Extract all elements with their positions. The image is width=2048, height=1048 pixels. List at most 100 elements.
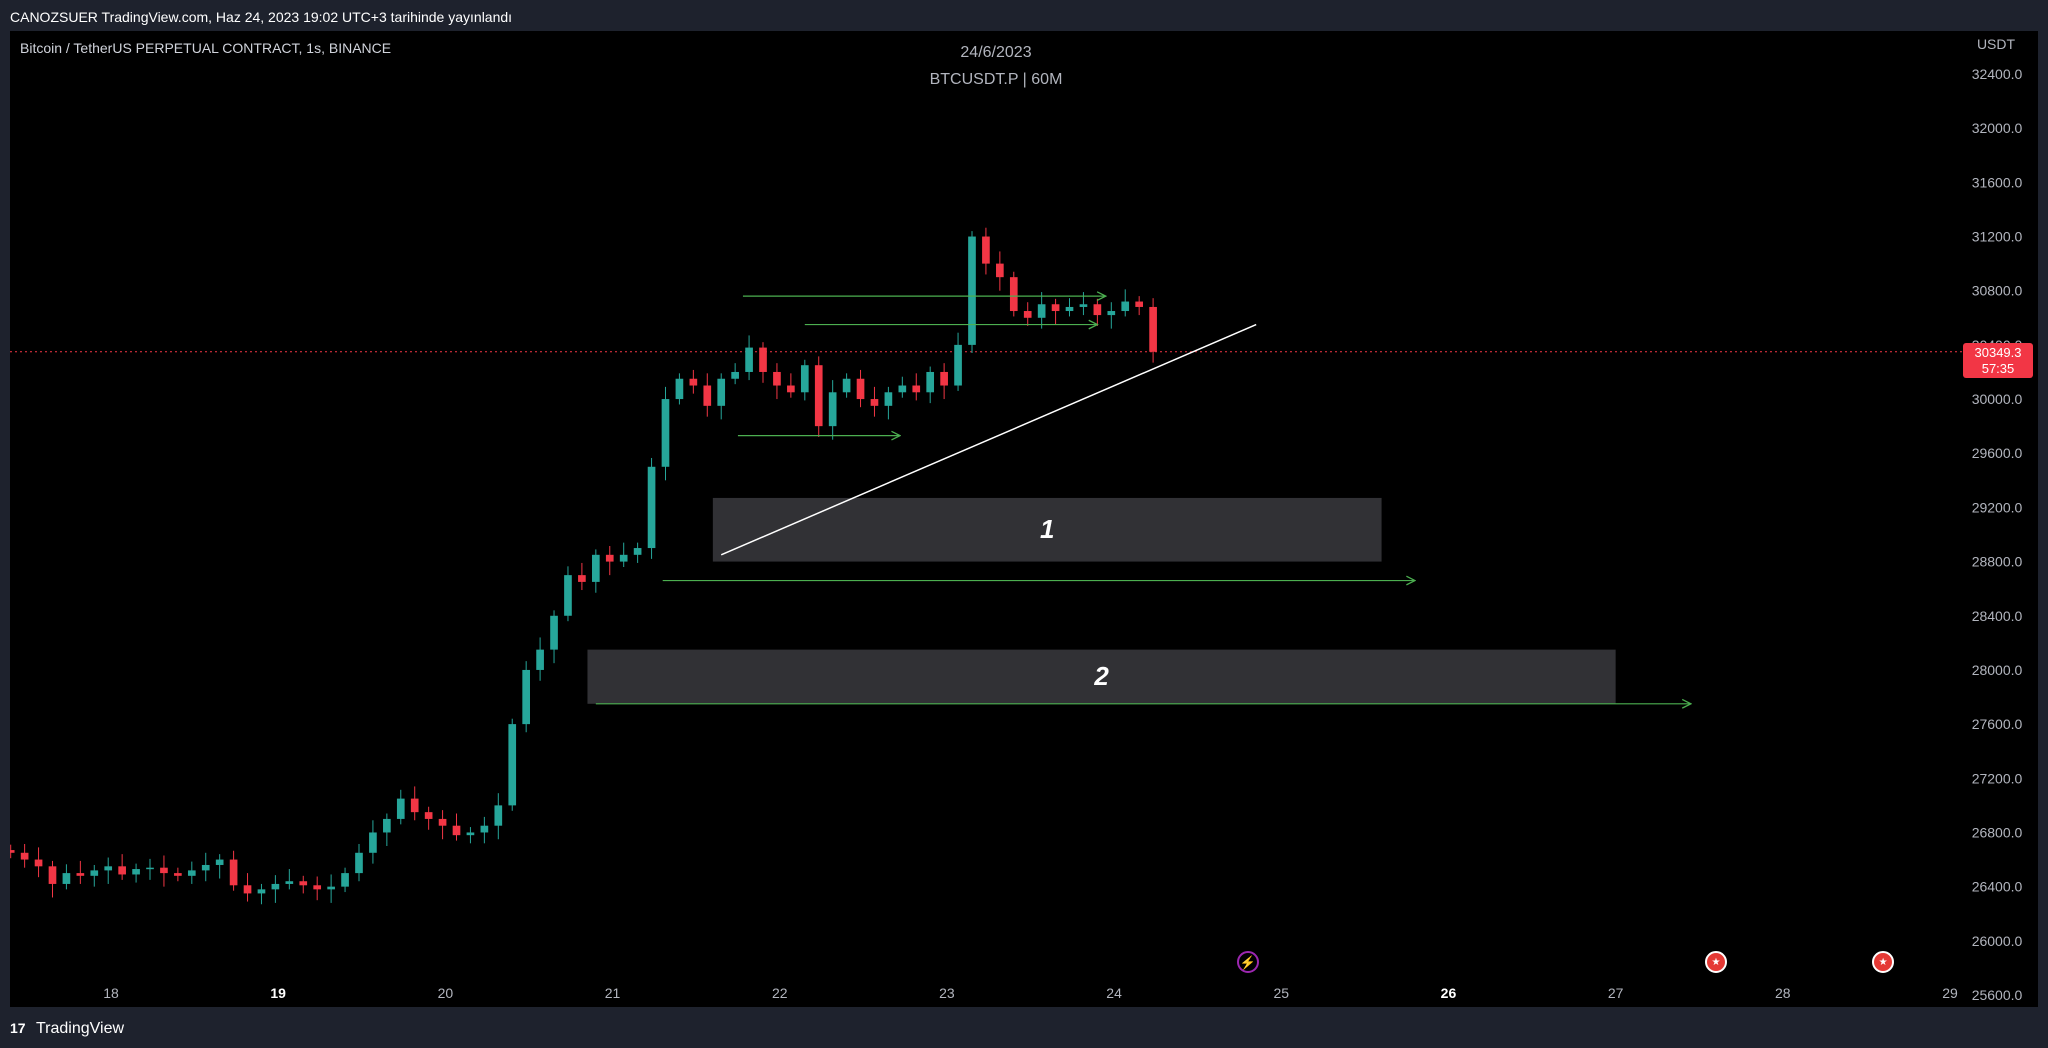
candle-body (1023, 311, 1032, 318)
candle (396, 789, 405, 825)
candle (410, 786, 419, 821)
y-tick-label: 32000.0 (1972, 120, 2023, 136)
candle (201, 852, 210, 882)
candle-body (118, 866, 126, 875)
candle (508, 718, 517, 811)
candle (717, 373, 726, 420)
candle-body (522, 669, 530, 725)
candle-body (703, 385, 712, 406)
candle (884, 386, 893, 420)
candle (633, 542, 642, 563)
candle-body (76, 873, 85, 876)
symbol-label[interactable]: Bitcoin / TetherUS PERPETUAL CONTRACT, 1… (20, 40, 392, 56)
candle-body (633, 548, 642, 555)
candle-body (689, 378, 698, 386)
candle-body (299, 881, 308, 886)
candle-body (48, 866, 57, 884)
candle-body (174, 873, 182, 876)
candle-body (661, 399, 670, 467)
zone-rect-2 (587, 649, 1616, 704)
current-price-value: 30349.3 (1974, 344, 2022, 360)
candle-body (271, 883, 280, 890)
candle (689, 369, 698, 394)
candle-body (508, 724, 517, 806)
candle-body (466, 832, 475, 836)
candle-body (536, 649, 544, 670)
us-flag-icon[interactable]: ★ (1872, 951, 1895, 973)
candle-body (369, 832, 377, 853)
zone-rect-1 (712, 497, 1382, 562)
candle (299, 875, 308, 894)
x-tick-label: 21 (605, 985, 621, 1001)
candle-body (20, 852, 29, 860)
candle (773, 363, 781, 400)
candle (647, 457, 656, 559)
candle (1135, 296, 1143, 316)
candle (1037, 292, 1046, 329)
candle-body (926, 371, 935, 393)
current-price-tag: 30349.3 57:35 (1963, 342, 2033, 378)
candle (90, 864, 99, 887)
candle-body (1051, 304, 1060, 312)
tradingview-logo-icon[interactable]: 17 (10, 1020, 26, 1036)
candle (578, 562, 586, 591)
y-tick-label: 26800.0 (1972, 824, 2023, 840)
candle (800, 359, 809, 401)
candle (313, 876, 322, 901)
y-tick-label: 30800.0 (1972, 283, 2023, 299)
bolt-icon[interactable]: ⚡ (1236, 951, 1259, 973)
candle-body (996, 263, 1004, 278)
candle-body (717, 378, 726, 406)
candle-body (132, 869, 140, 875)
publish-text: CANOZSUER TradingView.com, Haz 24, 2023 … (10, 9, 513, 25)
candle-body (201, 864, 210, 871)
candle (146, 858, 154, 880)
us-flag-icon[interactable]: ★ (1704, 951, 1727, 973)
candle-body (578, 575, 586, 582)
candle (132, 863, 140, 883)
x-tick-label: 28 (1775, 985, 1791, 1001)
y-tick-label: 27600.0 (1972, 716, 2023, 732)
trendline (720, 323, 1257, 556)
y-tick-label: 30000.0 (1972, 391, 2023, 407)
tradingview-logo-text[interactable]: TradingView (36, 1020, 125, 1037)
zone-label-1: 1 (1039, 513, 1055, 544)
candle-body (1065, 306, 1074, 312)
candle (187, 861, 196, 884)
candle-body (1149, 306, 1157, 352)
candle (856, 369, 865, 408)
candle-body (759, 347, 767, 372)
candle-body (912, 385, 921, 393)
x-tick-label: 27 (1608, 985, 1624, 1001)
zone-label-2: 2 (1094, 660, 1109, 691)
candle (34, 847, 43, 878)
candle-body (438, 818, 447, 826)
candle (257, 883, 266, 905)
candle (619, 542, 628, 568)
candle-body (800, 365, 809, 393)
y-tick-label: 28400.0 (1972, 608, 2023, 624)
candle (787, 373, 795, 398)
candle-body (982, 236, 990, 264)
candle-body (1037, 304, 1046, 318)
candle-body (215, 859, 224, 865)
candle (591, 549, 600, 593)
chart-ticker: BTCUSDT.P | 60M (929, 71, 1063, 88)
candle-body (424, 812, 433, 819)
candle (480, 816, 489, 844)
x-tick-label: 29 (1942, 985, 1958, 1001)
chart-area[interactable]: 32400.032000.031600.031200.030800.030400… (10, 31, 2038, 1007)
y-tick-label: 26400.0 (1972, 879, 2023, 895)
candle (229, 850, 238, 891)
candle (550, 610, 558, 664)
chart-canvas[interactable]: 32400.032000.031600.031200.030800.030400… (10, 31, 2038, 1007)
candle-body (410, 798, 419, 813)
candle-body (10, 850, 15, 853)
candle-body (605, 554, 614, 562)
candle-body (1107, 311, 1116, 316)
candle (10, 844, 15, 859)
candle-body (62, 873, 71, 884)
candle (355, 843, 363, 882)
candle (842, 373, 851, 398)
currency-label: USDT (1976, 36, 2016, 52)
